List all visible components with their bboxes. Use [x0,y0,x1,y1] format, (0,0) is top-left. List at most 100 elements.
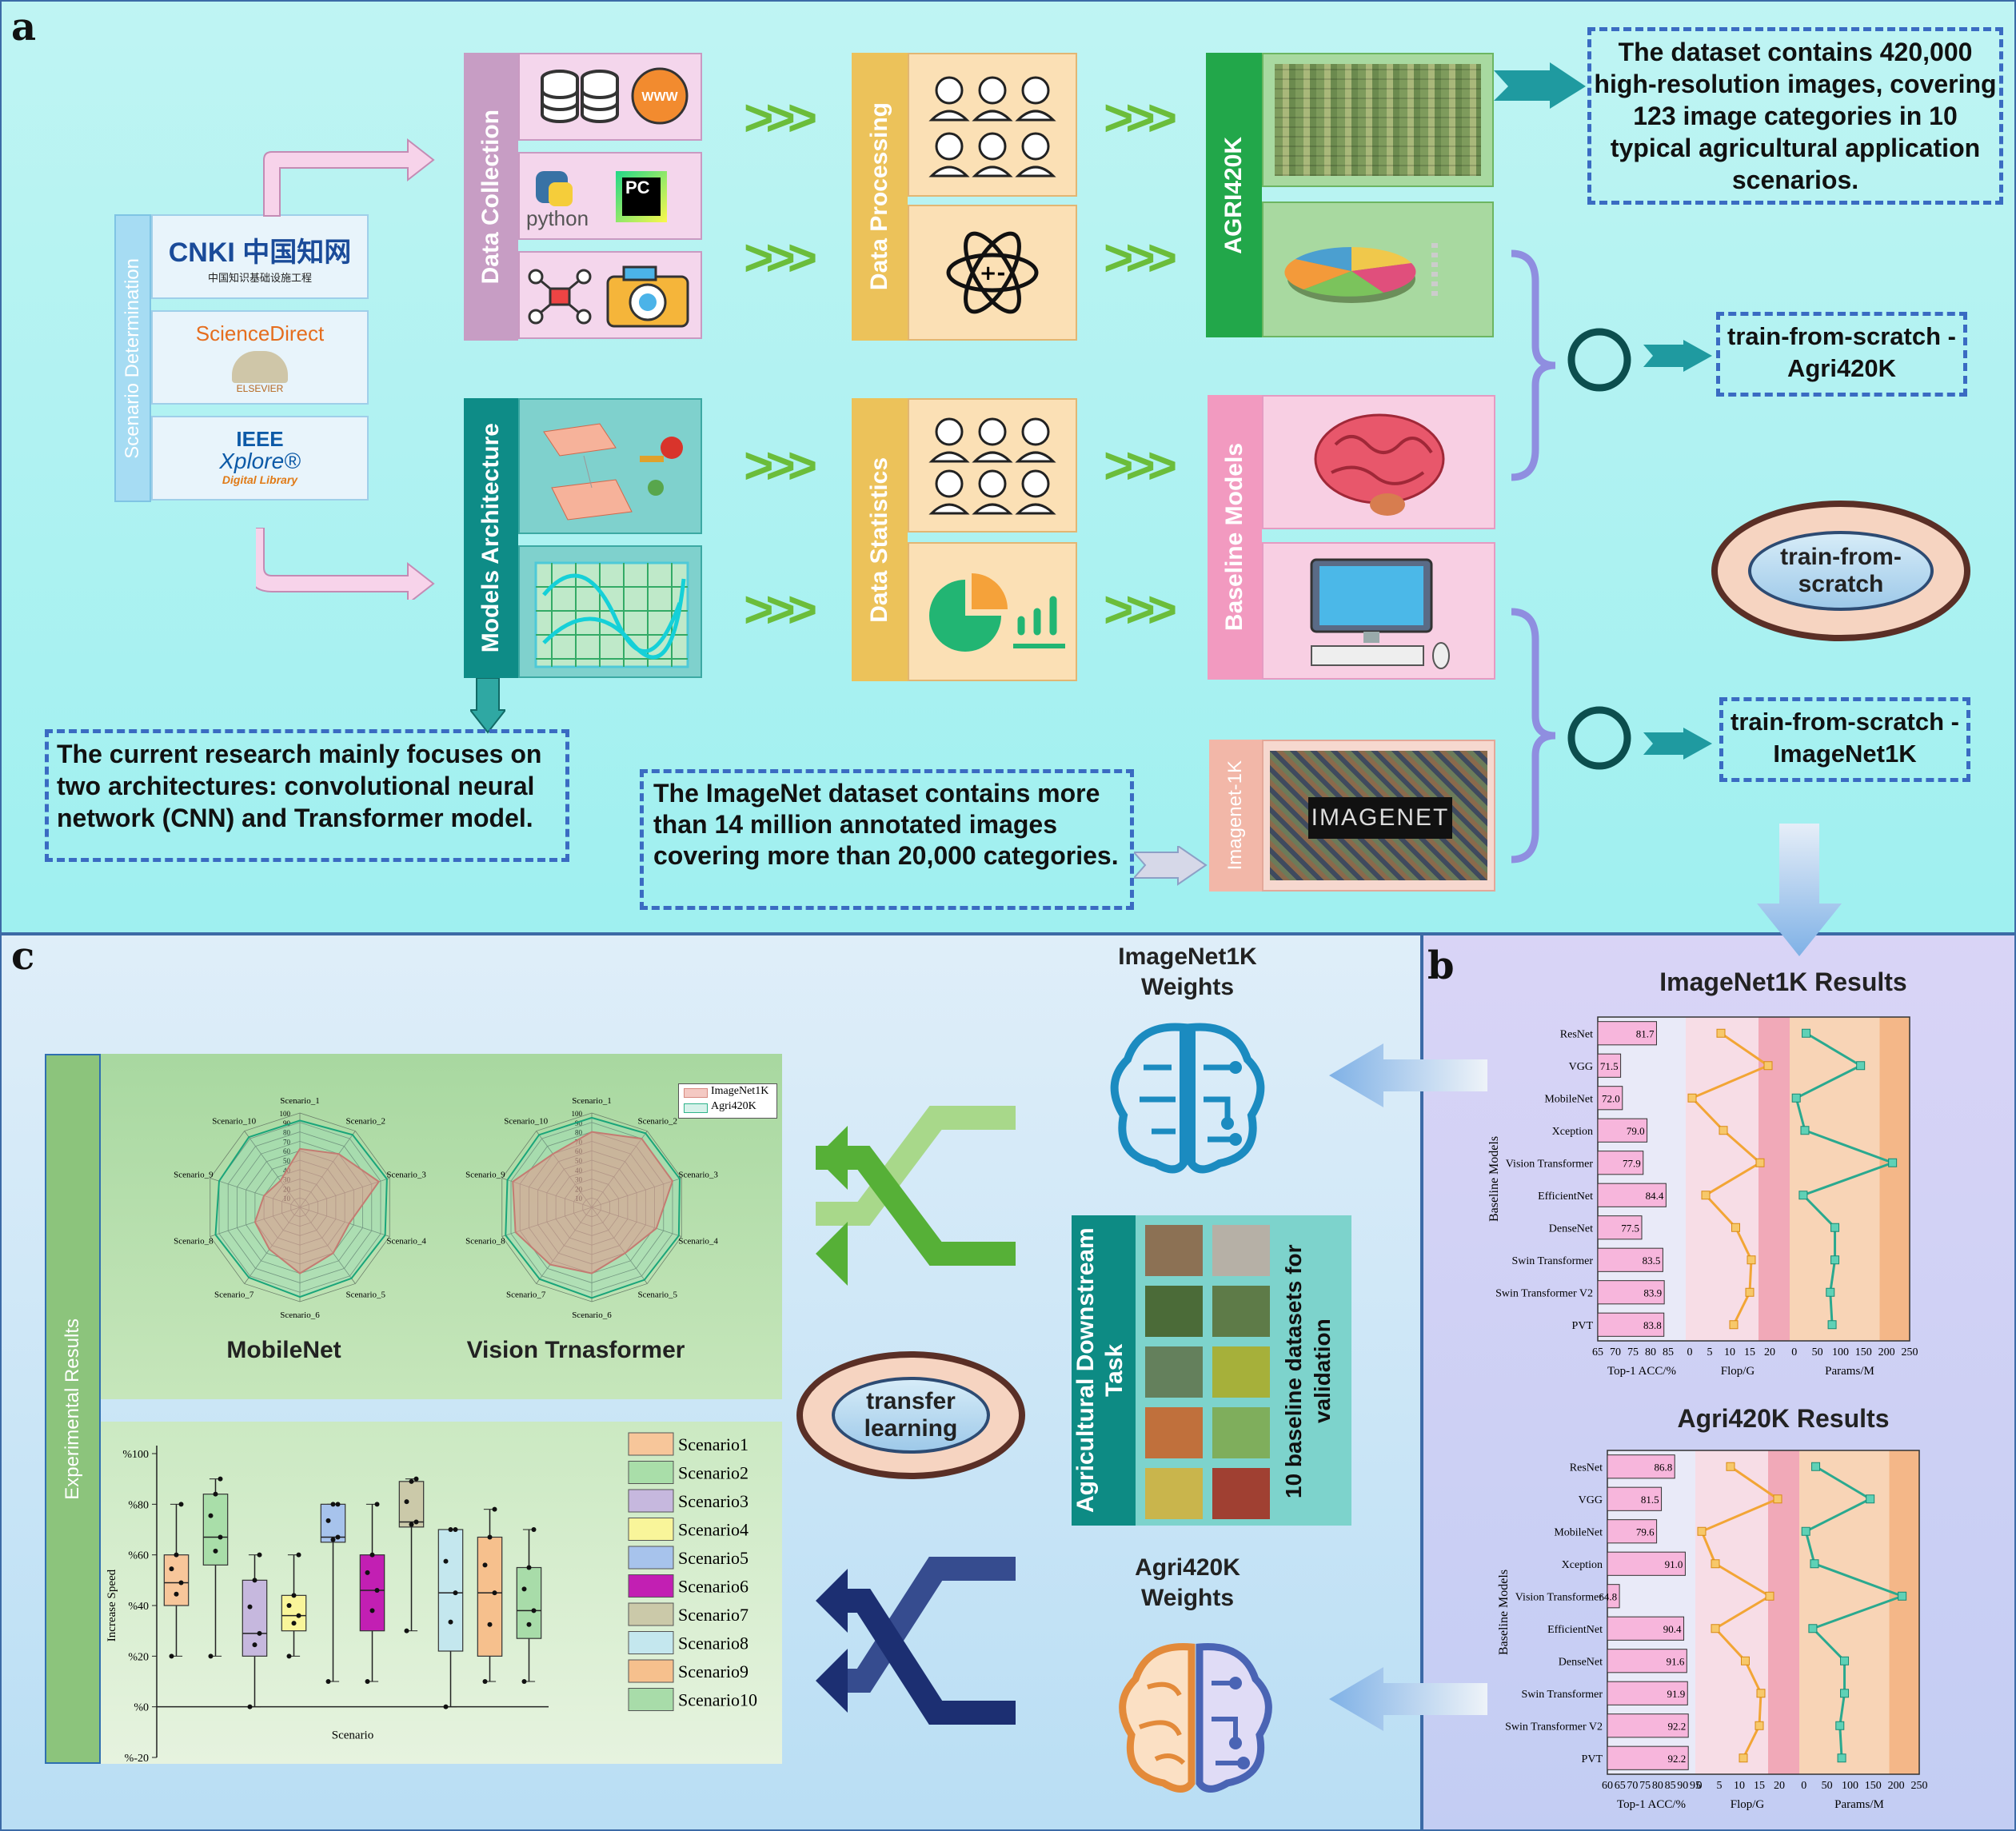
box-point [487,1534,493,1540]
cnki-logo: CNKI 中国知网 中国知识基础设施工程 [151,214,369,299]
flop-line [1690,1032,1771,1326]
train-from-scratch-label: train-from-scratch [1748,531,1934,611]
box-y-tick: %40 [128,1601,149,1613]
acc-bar-label: 91.0 [1665,1558,1683,1570]
box-legend-swatch [628,1546,674,1570]
acc-axis-label: Top-1 ACC/% [1607,1365,1676,1378]
atom-icon: +- [946,231,1039,314]
curly-brace-icon [1511,249,1556,481]
train-from-scratch-ellipse: train-from-scratch [1711,501,1970,641]
database-icon: WWW [541,67,689,125]
box-legend-swatch [628,1461,674,1484]
flop-point [1726,1462,1735,1471]
radar-axis-label: Scenario_2 [346,1117,385,1127]
box-point [369,1552,375,1558]
flop-point [1719,1126,1728,1135]
params-point [1800,1126,1810,1135]
experimental-results-bar: Experimental Results [45,1054,101,1764]
plant-image [1212,1225,1270,1276]
flop-axis-label: Flop/G [1731,1798,1765,1811]
agri420k-pie-chart-image [1262,201,1494,337]
box-point [365,1570,370,1575]
box-legend-label: Scenario4 [678,1520,749,1540]
model-label: Swin Transformer [1511,1255,1593,1267]
legend-label-agri: Agri420K [711,1100,756,1112]
box-legend-label: Scenario6 [678,1577,749,1597]
svg-text:WWW: WWW [641,90,678,104]
params-point [1830,1223,1840,1232]
acc-bar [1597,1312,1665,1337]
model-label: EfficientNet [1547,1624,1603,1636]
acc-bar [1607,1584,1620,1609]
processing-people-cell [908,53,1077,197]
acc-bar-label: 71.5 [1600,1060,1619,1072]
acc-bar [1607,1713,1689,1738]
circuit-brain-blue-icon [1110,1023,1265,1174]
flop-point [1687,1093,1697,1103]
box-point [404,1499,409,1505]
model-label: Xception [1562,1559,1603,1571]
agri-3d-pie-icon [1284,243,1438,303]
flop-tick: 0 [1687,1346,1693,1358]
acc-tick: 60 [1602,1780,1613,1792]
acc-bar [1597,1021,1657,1046]
box-point [296,1552,301,1558]
elsevier-logo-text: ELSEVIER [236,383,284,394]
aerial-image [1145,1346,1203,1398]
chevron-right-icon: >>> [1104,89,1177,146]
radar-tick: 90 [283,1119,291,1127]
agri-weights-title: Agri420K Weights [1135,1554,1240,1611]
python-text: python [526,206,589,230]
flop-tick: 15 [1744,1346,1755,1358]
fruit-image [1212,1286,1270,1337]
flop-point [1711,1559,1720,1569]
data-processing-bar: Data Processing [852,53,908,341]
y-axis-label: Baseline Models [1487,1136,1501,1222]
box-point [365,1679,370,1684]
radar-axis-label: Scenario_7 [506,1290,546,1299]
box-point [208,1513,214,1518]
data-statistics-label: Data Statistics [866,457,892,623]
box-point [448,1527,453,1532]
train-agri-note: train-from-scratch -Agri420K [1716,312,1967,397]
swap-arrows-green-icon [816,1106,1016,1286]
refresh-cycle-icon [1567,328,1631,392]
y-axis-label: Baseline Models [1497,1570,1511,1655]
box-point [443,1704,449,1709]
radar-axis-label: Scenario_5 [638,1290,678,1299]
imagenet-mosaic: IMAGENET [1262,740,1495,892]
params-point [1837,1753,1846,1763]
flop-point [1701,1191,1711,1200]
imagenet-note: The ImageNet dataset contains more than … [640,769,1134,910]
params-tick: 0 [1801,1780,1806,1792]
params-tick: 250 [1902,1346,1918,1358]
drone-icon [528,265,689,328]
acc-bar [1607,1616,1685,1641]
box-point [526,1565,532,1570]
flop-point [1729,1320,1739,1330]
box-point [521,1586,527,1592]
dog-image [1145,1225,1203,1276]
flop-point [1716,1028,1726,1038]
model-label: Swin Transformer V2 [1495,1287,1593,1299]
flop-tick: 0 [1697,1780,1703,1792]
box-point [330,1537,336,1542]
imagenet-results-title: ImageNet1K Results [1659,967,1907,996]
box-point [482,1679,488,1684]
callout-arrow-icon [1643,340,1712,372]
flop-point [1741,1656,1750,1665]
architecture-note: The current research mainly focuses on t… [45,729,569,862]
model-label: VGG [1569,1061,1593,1073]
imagenet-weights-title: ImageNet1K Weights [1118,943,1257,1000]
down-arrow-icon [470,678,505,734]
receptive-field-icon [543,423,683,521]
params-point [1801,1526,1810,1536]
box-point [413,1476,419,1482]
swap-arrows-navy-icon [816,1557,1016,1725]
box-body [163,1554,190,1606]
box-y-tick: %60 [128,1550,149,1562]
box-body [320,1503,346,1543]
box-point [369,1608,375,1614]
cnki-logo-sub: 中国知识基础设施工程 [207,272,312,284]
acc-tick: 75 [1639,1780,1651,1792]
